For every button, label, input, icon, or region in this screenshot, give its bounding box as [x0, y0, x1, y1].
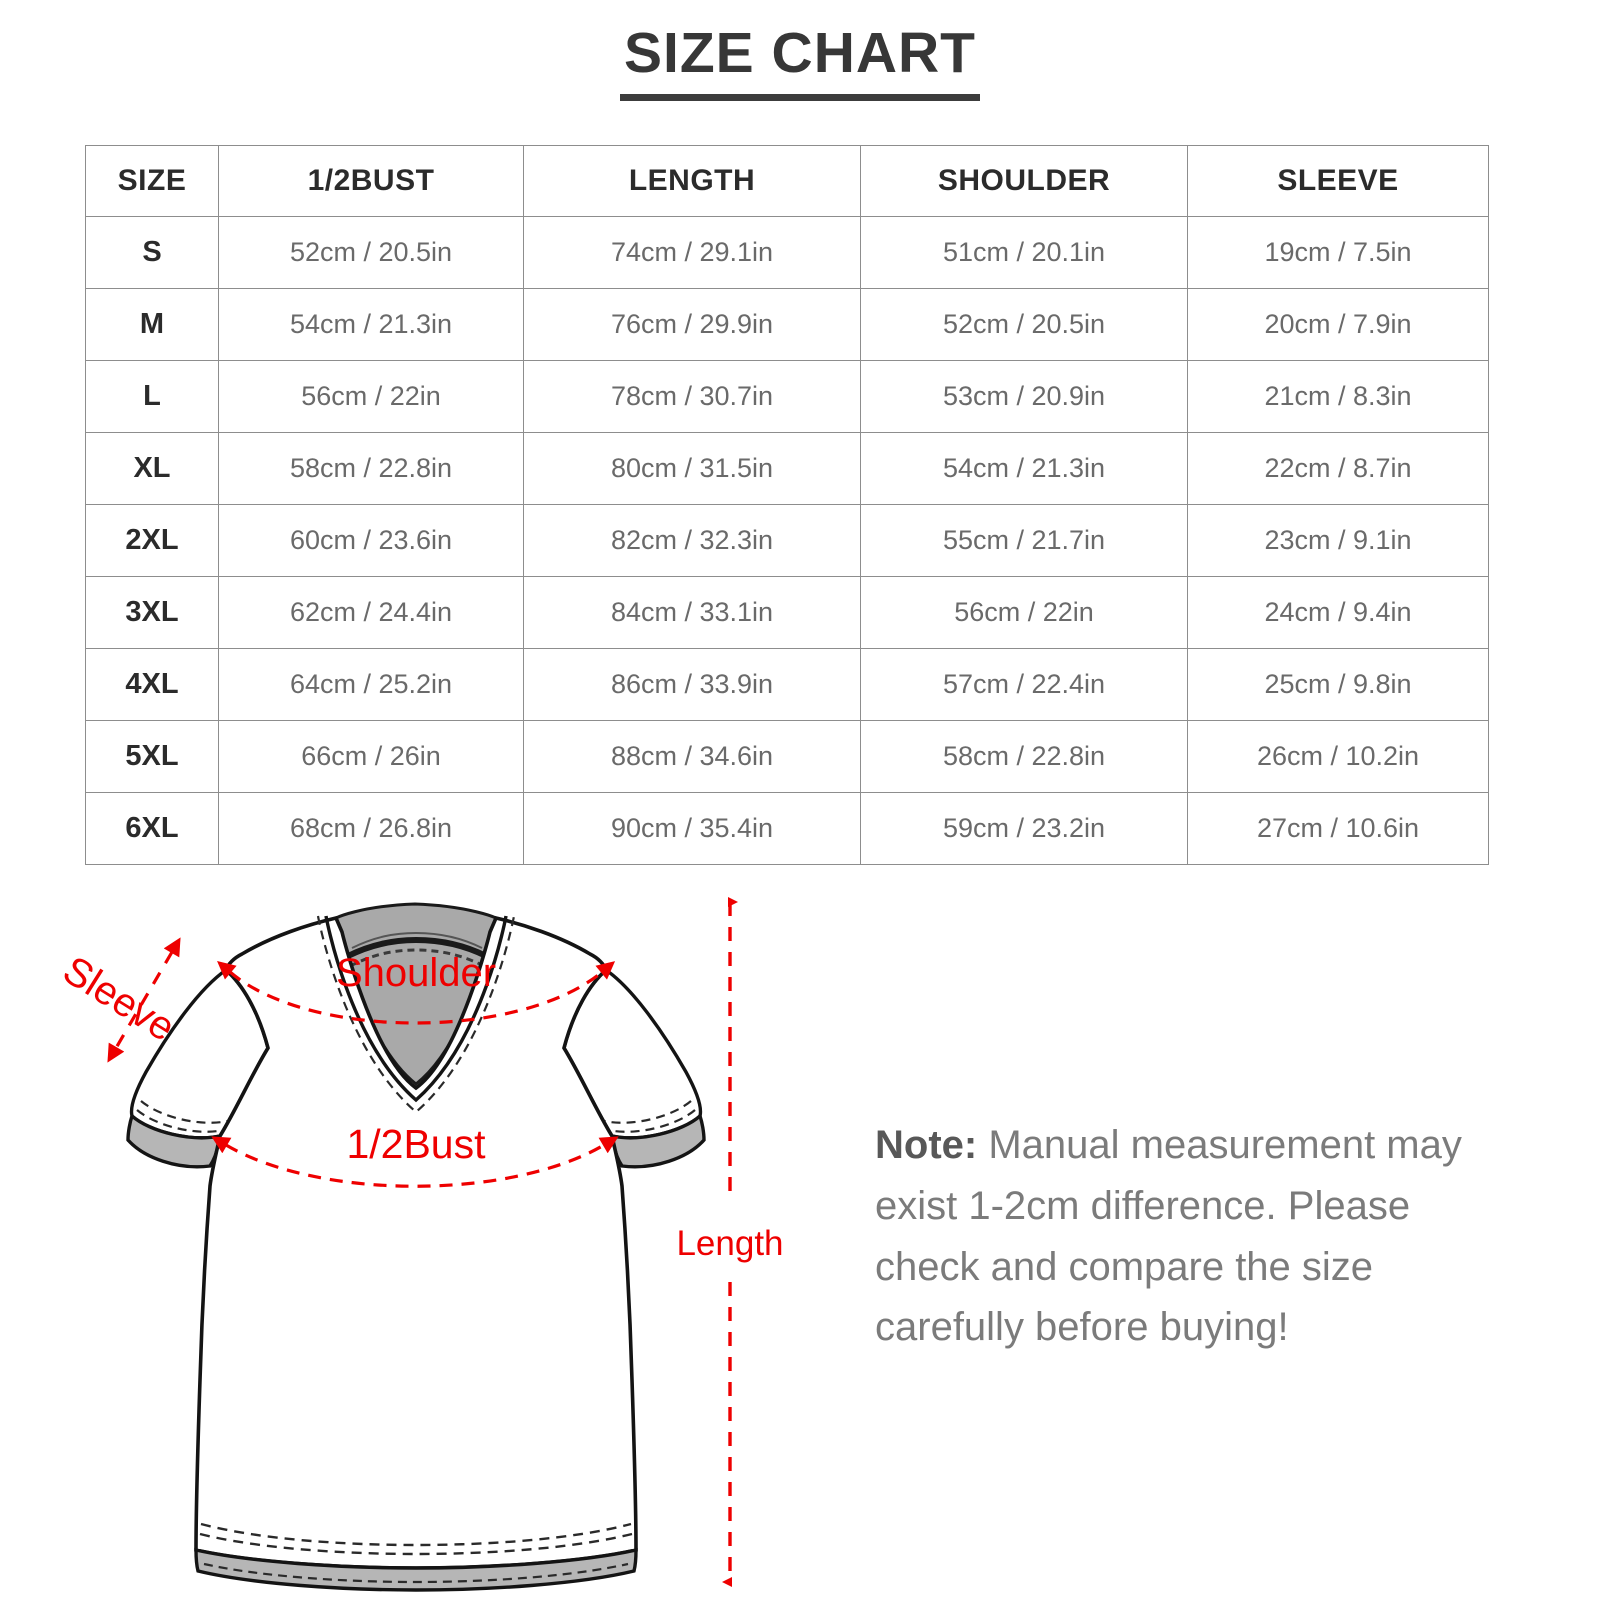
cell-size: 5XL [85, 720, 219, 793]
cell-size: S [85, 216, 219, 289]
cell-size: L [85, 360, 219, 433]
sleeve-measure-line [107, 937, 181, 1063]
cell-shoulder: 57cm / 22.4in [860, 648, 1188, 721]
cell-length: 90cm / 35.4in [523, 792, 861, 865]
cell-size: M [85, 288, 219, 361]
cell-sleeve: 24cm / 9.4in [1187, 576, 1489, 649]
shirt-hem [194, 1522, 638, 1592]
cell-bust: 58cm / 22.8in [218, 432, 524, 505]
table-row: M 54cm / 21.3in 76cm / 29.9in 52cm / 20.… [85, 288, 1489, 361]
measurement-note: Note: Manual measurement may exist 1-2cm… [875, 1115, 1495, 1358]
cell-shoulder: 58cm / 22.8in [860, 720, 1188, 793]
cell-bust: 68cm / 26.8in [218, 792, 524, 865]
cell-bust: 66cm / 26in [218, 720, 524, 793]
cell-size: XL [85, 432, 219, 505]
cell-length: 84cm / 33.1in [523, 576, 861, 649]
cell-length: 86cm / 33.9in [523, 648, 861, 721]
left-sleeve [126, 967, 270, 1169]
cell-sleeve: 21cm / 8.3in [1187, 360, 1489, 433]
cell-sleeve: 26cm / 10.2in [1187, 720, 1489, 793]
cell-length: 74cm / 29.1in [523, 216, 861, 289]
measurement-illustration: Shoulder 1/2Bust Sleeve Length [0, 860, 1600, 1600]
table-row: 3XL 62cm / 24.4in 84cm / 33.1in 56cm / 2… [85, 576, 1489, 649]
bust-label: 1/2Bust [346, 1121, 486, 1167]
cell-size: 6XL [85, 792, 219, 865]
size-chart-table: SIZE 1/2BUST LENGTH SHOULDER SLEEVE S 52… [85, 145, 1489, 865]
sleeve-label: Sleeve [55, 948, 182, 1050]
title-block: SIZE CHART [0, 21, 1600, 101]
cell-shoulder: 53cm / 20.9in [860, 360, 1188, 433]
column-header-size: SIZE [85, 145, 219, 217]
note-label: Note: [875, 1123, 978, 1167]
length-label: Length [676, 1224, 783, 1263]
note-text: Manual measurement may exist 1-2cm diffe… [875, 1123, 1462, 1350]
cell-shoulder: 51cm / 20.1in [860, 216, 1188, 289]
cell-length: 88cm / 34.6in [523, 720, 861, 793]
page-title: SIZE CHART [624, 21, 976, 85]
title-underline [620, 93, 980, 101]
cell-sleeve: 19cm / 7.5in [1187, 216, 1489, 289]
cell-shoulder: 59cm / 23.2in [860, 792, 1188, 865]
cell-size: 3XL [85, 576, 219, 649]
table-row: 4XL 64cm / 25.2in 86cm / 33.9in 57cm / 2… [85, 648, 1489, 721]
table-header-row: SIZE 1/2BUST LENGTH SHOULDER SLEEVE [85, 145, 1489, 217]
cell-shoulder: 52cm / 20.5in [860, 288, 1188, 361]
bust-measure-line [211, 1136, 619, 1188]
cell-bust: 56cm / 22in [218, 360, 524, 433]
table-row: 2XL 60cm / 23.6in 82cm / 32.3in 55cm / 2… [85, 504, 1489, 577]
column-header-shoulder: SHOULDER [860, 145, 1188, 217]
cell-sleeve: 27cm / 10.6in [1187, 792, 1489, 865]
cell-bust: 52cm / 20.5in [218, 216, 524, 289]
cell-shoulder: 54cm / 21.3in [860, 432, 1188, 505]
cell-bust: 54cm / 21.3in [218, 288, 524, 361]
column-header-length: LENGTH [523, 145, 861, 217]
cell-shoulder: 56cm / 22in [860, 576, 1188, 649]
cell-sleeve: 20cm / 7.9in [1187, 288, 1489, 361]
column-header-bust: 1/2BUST [218, 145, 524, 217]
cell-length: 80cm / 31.5in [523, 432, 861, 505]
cell-size: 4XL [85, 648, 219, 721]
cell-size: 2XL [85, 504, 219, 577]
table-row: XL 58cm / 22.8in 80cm / 31.5in 54cm / 21… [85, 432, 1489, 505]
cell-sleeve: 22cm / 8.7in [1187, 432, 1489, 505]
shoulder-measure-line [217, 961, 616, 1025]
cell-bust: 64cm / 25.2in [218, 648, 524, 721]
cell-length: 82cm / 32.3in [523, 504, 861, 577]
shoulder-label: Shoulder [336, 951, 496, 995]
cell-length: 78cm / 30.7in [523, 360, 861, 433]
cell-length: 76cm / 29.9in [523, 288, 861, 361]
cell-shoulder: 55cm / 21.7in [860, 504, 1188, 577]
table-row: L 56cm / 22in 78cm / 30.7in 53cm / 20.9i… [85, 360, 1489, 433]
cell-bust: 62cm / 24.4in [218, 576, 524, 649]
vneck-collar [316, 915, 516, 1114]
table-row: 5XL 66cm / 26in 88cm / 34.6in 58cm / 22.… [85, 720, 1489, 793]
cell-sleeve: 23cm / 9.1in [1187, 504, 1489, 577]
table-row: 6XL 68cm / 26.8in 90cm / 35.4in 59cm / 2… [85, 792, 1489, 865]
column-header-sleeve: SLEEVE [1187, 145, 1489, 217]
cell-bust: 60cm / 23.6in [218, 504, 524, 577]
table-row: S 52cm / 20.5in 74cm / 29.1in 51cm / 20.… [85, 216, 1489, 289]
cell-sleeve: 25cm / 9.8in [1187, 648, 1489, 721]
tshirt-diagram: Shoulder 1/2Bust Sleeve Length [55, 897, 784, 1592]
